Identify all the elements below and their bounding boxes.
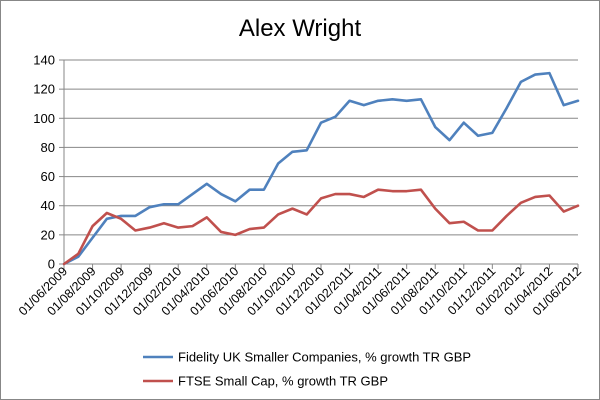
y-tick-label: 20 <box>41 227 55 242</box>
y-tick-label: 60 <box>41 169 55 184</box>
x-axis-ticks: 01/06/200901/08/200901/10/200901/12/2009… <box>16 264 584 318</box>
y-tick-label: 100 <box>33 111 55 126</box>
series-lines <box>62 71 580 266</box>
y-tick-label: 0 <box>48 257 55 272</box>
axes <box>63 60 578 265</box>
chart-title: Alex Wright <box>239 15 362 42</box>
y-tick-label: 140 <box>33 53 55 68</box>
y-tick-label: 80 <box>41 140 55 155</box>
y-axis-ticks: 0 20 40 60 80 100 120 140 <box>33 53 64 272</box>
series-line-2 <box>62 188 580 266</box>
gridlines <box>64 59 578 236</box>
legend: Fidelity UK Smaller Companies, % growth … <box>143 350 471 389</box>
y-tick-label: 40 <box>41 198 55 213</box>
series-line-1 <box>62 71 580 266</box>
legend-label-1: Fidelity UK Smaller Companies, % growth … <box>178 350 471 365</box>
legend-label-2: FTSE Small Cap, % growth TR GBP <box>178 374 388 389</box>
y-tick-label: 120 <box>33 82 55 97</box>
